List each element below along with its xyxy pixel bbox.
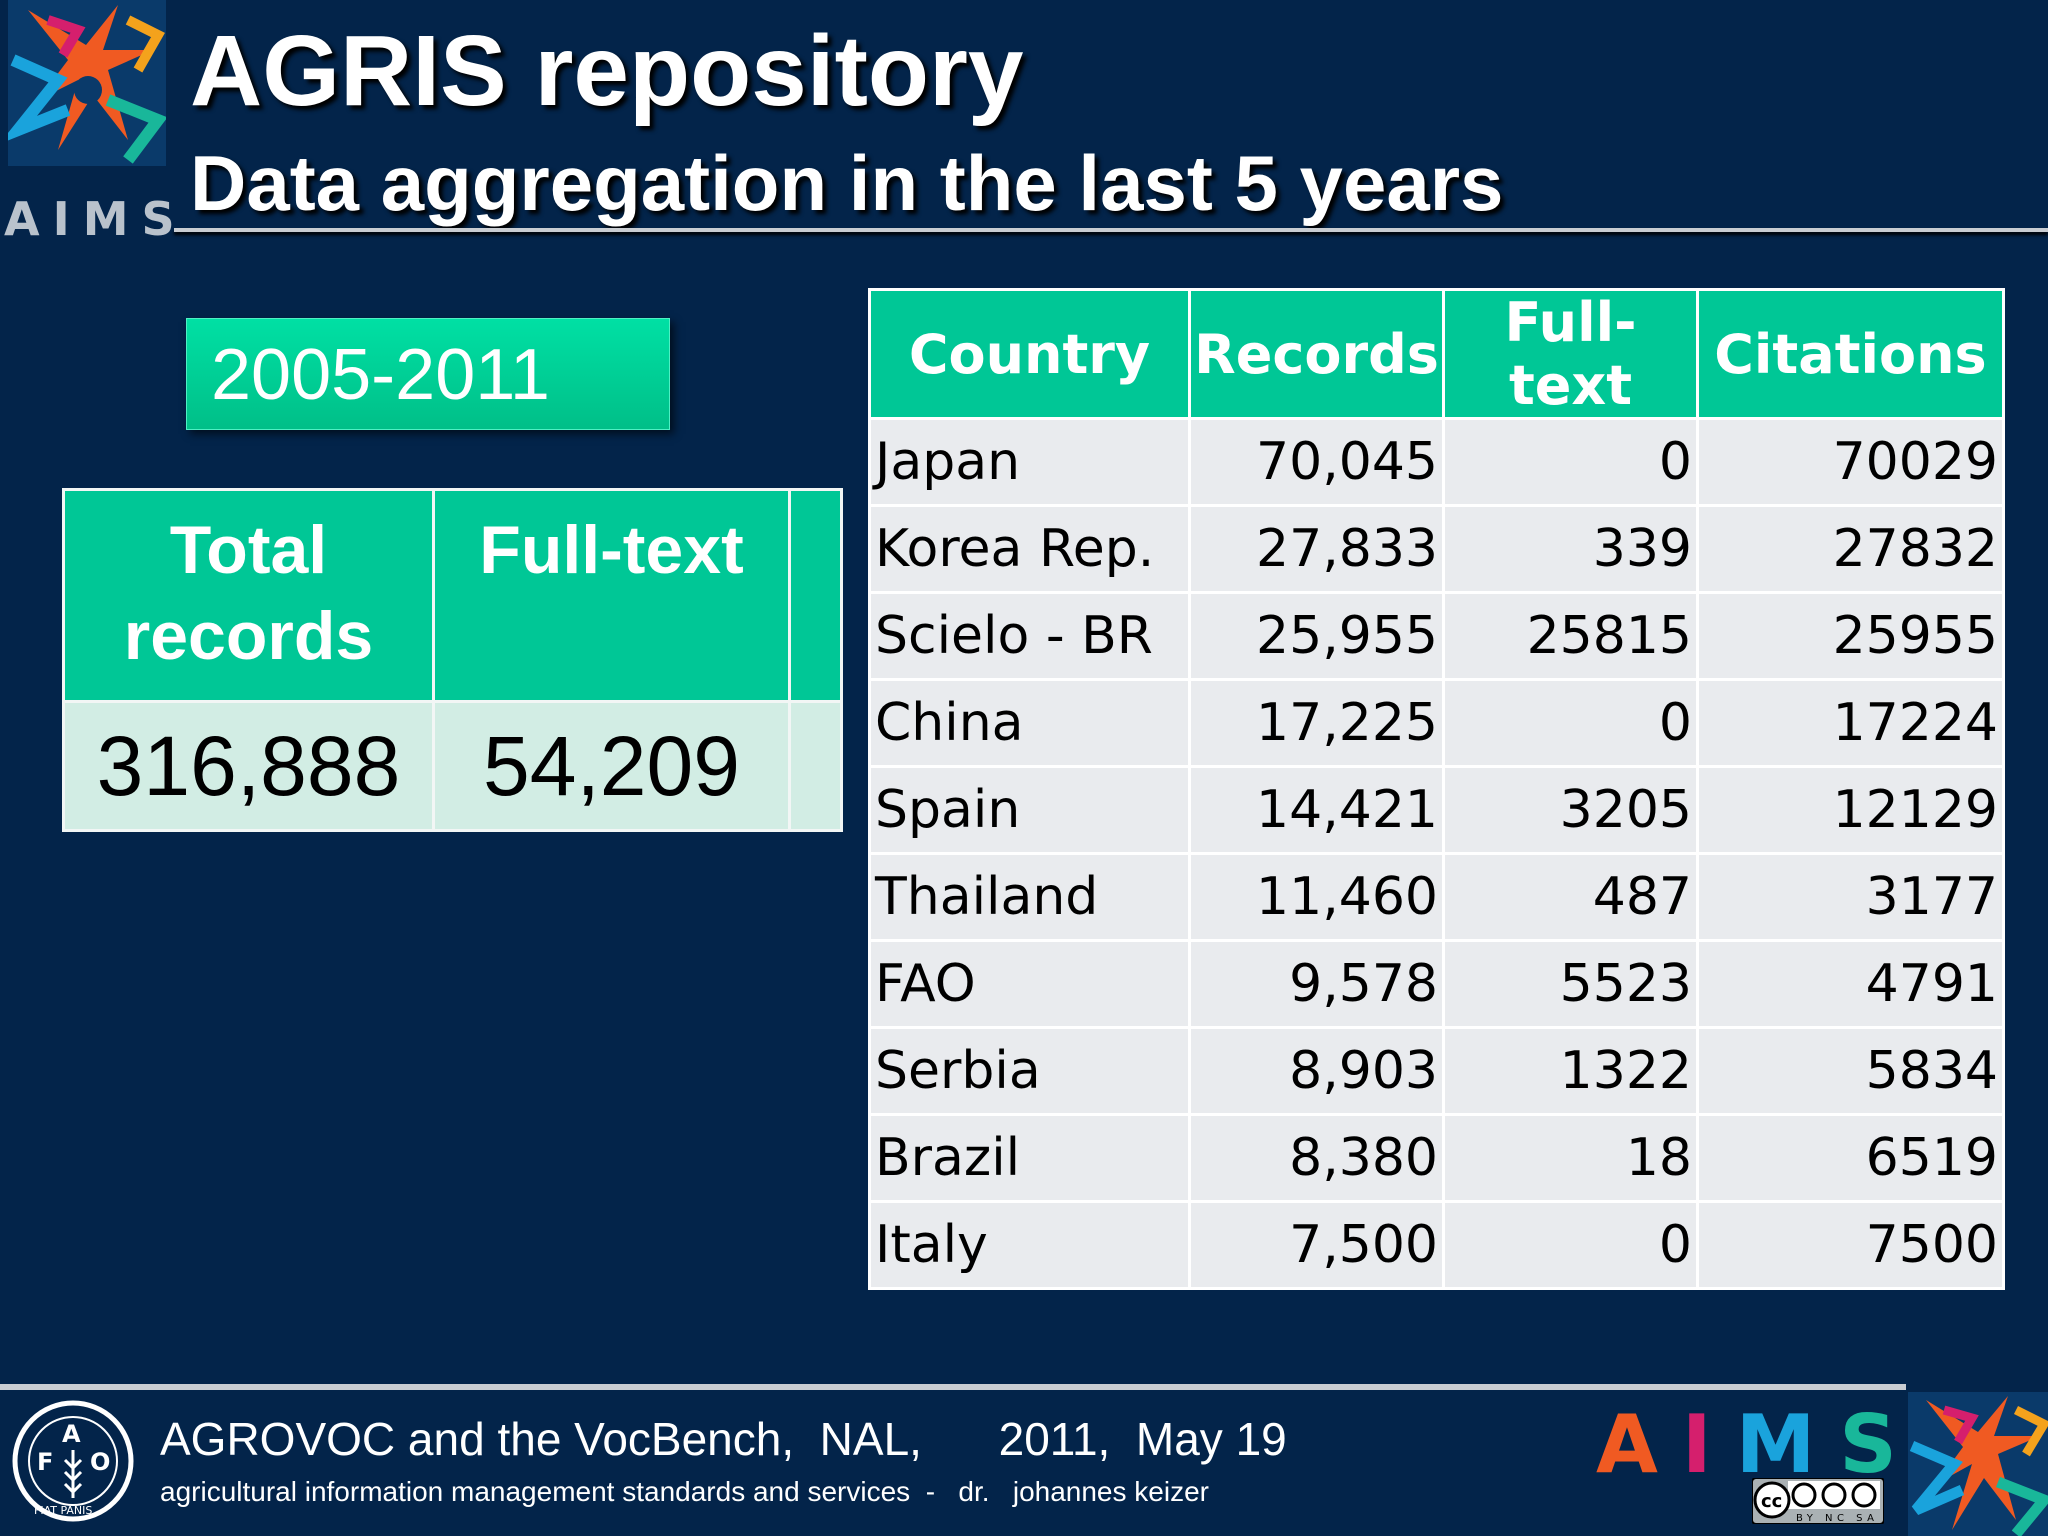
col-header-citations: Citations	[1696, 288, 2005, 420]
cell-fulltext: 0	[1442, 417, 1699, 507]
col-header-country: Country	[868, 288, 1191, 420]
cell-records: 11,460	[1188, 852, 1445, 942]
cell-records: 14,421	[1188, 765, 1445, 855]
table-row: Scielo - BR 25,955 25815 25955	[868, 591, 2005, 681]
cell-country: Italy	[868, 1200, 1191, 1290]
summary-header-fulltext: Full-text	[432, 488, 791, 703]
cell-fulltext: 18	[1442, 1113, 1699, 1203]
table-row: Brazil 8,380 18 6519	[868, 1113, 2005, 1203]
fao-logo: F A O FIAT PANIS	[12, 1400, 134, 1522]
cell-records: 9,578	[1188, 939, 1445, 1029]
summary-table: Total records Full-text 316,888 54,209	[62, 488, 843, 832]
footer-credit-line: agricultural information management stan…	[160, 1476, 1209, 1507]
cell-country: FAO	[868, 939, 1191, 1029]
table-row: China 17,225 0 17224	[868, 678, 2005, 768]
slide-subtitle: Data aggregation in the last 5 years	[190, 139, 1504, 227]
period-badge: 2005-2011	[186, 318, 670, 430]
summary-value-empty	[788, 700, 843, 832]
aims-label: AIMS	[4, 192, 188, 246]
summary-header-row: Total records Full-text	[62, 488, 843, 703]
aims-wordmark: AIMS	[1596, 1398, 1921, 1491]
cell-citations: 12129	[1696, 765, 2005, 855]
slide-title: AGRIS repository	[190, 15, 1024, 127]
svg-text:F: F	[37, 1448, 53, 1476]
svg-text:cc: cc	[1761, 1491, 1782, 1512]
cell-citations: 17224	[1696, 678, 2005, 768]
cell-fulltext: 0	[1442, 678, 1699, 768]
cell-fulltext: 339	[1442, 504, 1699, 594]
cell-country: Spain	[868, 765, 1191, 855]
cell-citations: 25955	[1696, 591, 2005, 681]
svg-text:FIAT PANIS: FIAT PANIS	[34, 1504, 92, 1517]
col-header-fulltext: Full-text	[1442, 288, 1699, 420]
creative-commons-badge: cc BY NC SA	[1752, 1478, 1884, 1524]
cell-fulltext: 5523	[1442, 939, 1699, 1029]
summary-value-fulltext: 54,209	[432, 700, 791, 832]
svg-text:O: O	[90, 1448, 110, 1476]
cell-records: 25,955	[1188, 591, 1445, 681]
cell-fulltext: 1322	[1442, 1026, 1699, 1116]
cell-records: 17,225	[1188, 678, 1445, 768]
cell-records: 7,500	[1188, 1200, 1445, 1290]
cell-citations: 4791	[1696, 939, 2005, 1029]
cell-records: 27,833	[1188, 504, 1445, 594]
col-header-records: Records	[1188, 288, 1445, 420]
country-table-header: Country Records Full-text Citations	[868, 288, 2005, 420]
cell-citations: 7500	[1696, 1200, 2005, 1290]
cell-country: Scielo - BR	[868, 591, 1191, 681]
cell-fulltext: 25815	[1442, 591, 1699, 681]
cell-country: China	[868, 678, 1191, 768]
cell-fulltext: 487	[1442, 852, 1699, 942]
summary-value-row: 316,888 54,209	[62, 700, 843, 832]
cell-citations: 70029	[1696, 417, 2005, 507]
table-row: Serbia 8,903 1322 5834	[868, 1026, 2005, 1116]
cell-country: Brazil	[868, 1113, 1191, 1203]
cell-records: 8,903	[1188, 1026, 1445, 1116]
aims-tree-logo-bottom	[1908, 1392, 2048, 1536]
cell-records: 70,045	[1188, 417, 1445, 507]
summary-value-total: 316,888	[62, 700, 435, 832]
cell-citations: 6519	[1696, 1113, 2005, 1203]
table-row: FAO 9,578 5523 4791	[868, 939, 2005, 1029]
footer-divider	[0, 1384, 1906, 1390]
cell-fulltext: 0	[1442, 1200, 1699, 1290]
cell-fulltext: 3205	[1442, 765, 1699, 855]
table-row: Spain 14,421 3205 12129	[868, 765, 2005, 855]
table-row: Italy 7,500 0 7500	[868, 1200, 2005, 1290]
table-row: Thailand 11,460 487 3177	[868, 852, 2005, 942]
table-row: Korea Rep. 27,833 339 27832	[868, 504, 2005, 594]
svg-text:A: A	[62, 1420, 81, 1448]
table-row: Japan 70,045 0 70029	[868, 417, 2005, 507]
country-table: Country Records Full-text Citations Japa…	[868, 288, 2005, 1290]
cell-records: 8,380	[1188, 1113, 1445, 1203]
cell-citations: 27832	[1696, 504, 2005, 594]
cell-country: Thailand	[868, 852, 1191, 942]
cell-country: Korea Rep.	[868, 504, 1191, 594]
cell-country: Japan	[868, 417, 1191, 507]
aims-tree-logo	[8, 0, 166, 166]
summary-header-empty	[788, 488, 843, 703]
header-divider	[174, 228, 2048, 232]
footer-event-line: AGROVOC and the VocBench, NAL, 2011, May…	[160, 1413, 1287, 1465]
cell-citations: 5834	[1696, 1026, 2005, 1116]
summary-header-total: Total records	[62, 488, 435, 703]
cell-citations: 3177	[1696, 852, 2005, 942]
cell-country: Serbia	[868, 1026, 1191, 1116]
